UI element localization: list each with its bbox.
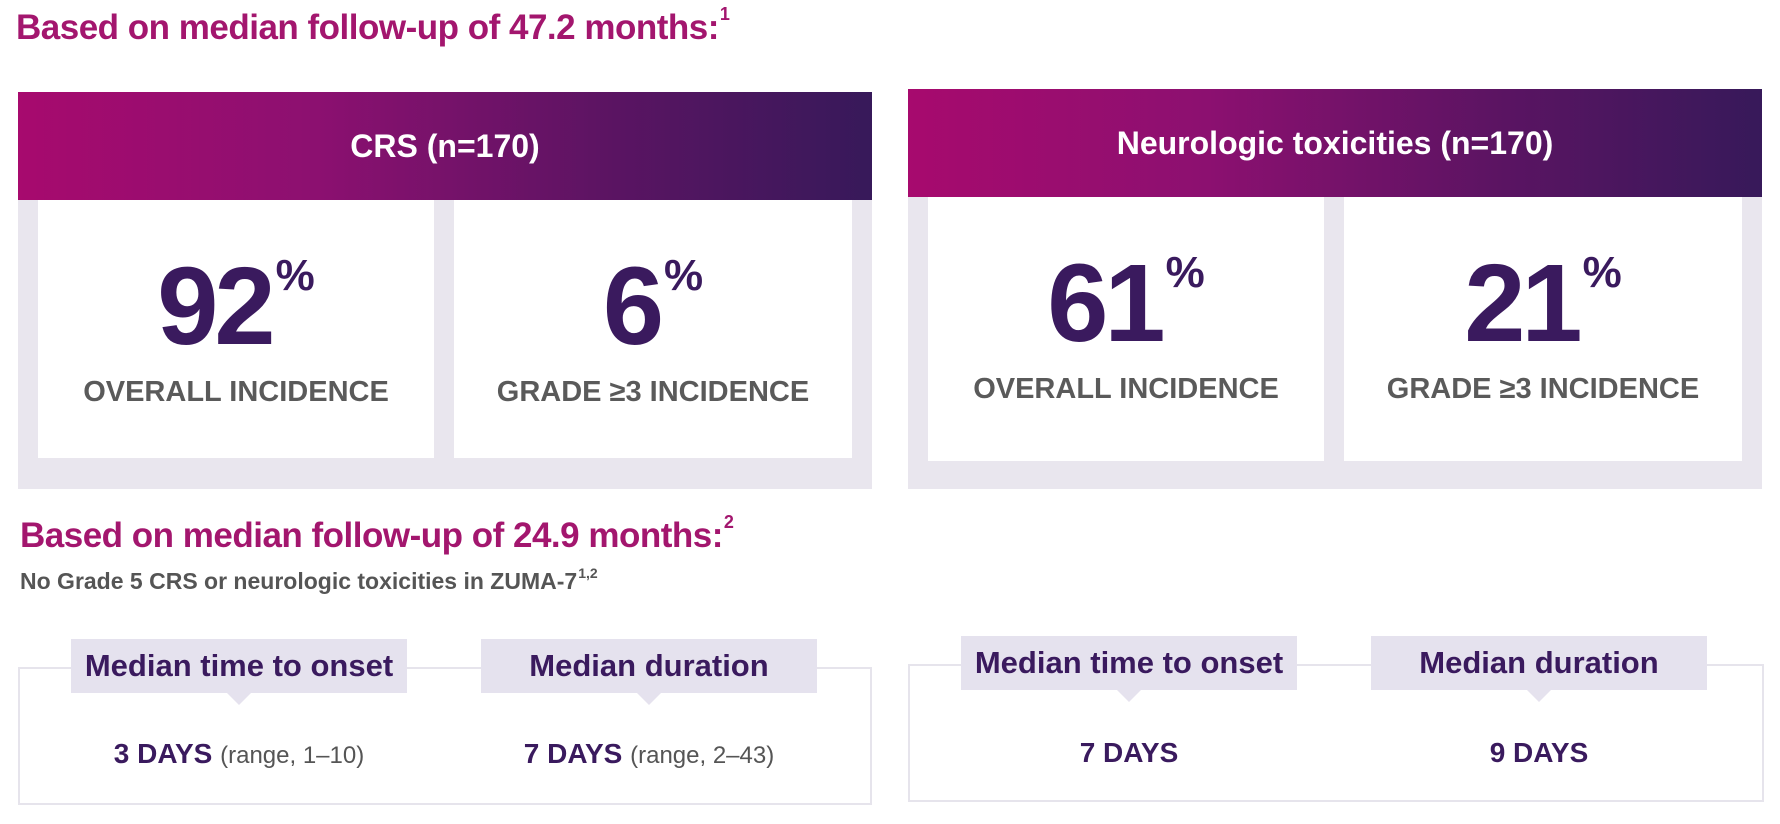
neuro-grade3-label: GRADE ≥3 INCIDENCE [1386,373,1700,405]
footnote-ref: 2 [723,512,734,532]
neuro-onset-tab: Median time to onset [961,636,1297,690]
follow-up-heading-47: Based on median follow-up of 47.2 months… [16,4,730,48]
crs-duration-range: (range, 2–43) [630,742,775,769]
footnote-ref: 1,2 [578,565,598,581]
neuro-duration-value: 9 DAYS [1489,737,1589,768]
neuro-onset-pointer [1117,690,1141,702]
crs-overall-value: 92% [157,245,315,368]
crs-grade3-card: 6% GRADE ≥3 INCIDENCE [454,200,852,458]
note-text: No Grade 5 CRS or neurologic toxicities … [20,568,578,594]
neuro-overall-card: 61% OVERALL INCIDENCE [928,197,1324,461]
neuro-panel-header: Neurologic toxicities (n=170) [908,89,1762,197]
percent-sign: % [275,251,315,300]
crs-panel-header: CRS (n=170) [18,92,872,200]
neuro-onset-value: 7 DAYS [1079,737,1179,768]
heading-text: Based on median follow-up of 24.9 months… [20,516,723,555]
neuro-duration-tab: Median duration [1371,636,1707,690]
crs-grade3-label: GRADE ≥3 INCIDENCE [496,376,810,408]
crs-duration-value: 7 DAYS (range, 2–43) [523,738,775,769]
crs-onset-pointer [227,693,251,705]
neuro-overall-value: 61% [1047,242,1205,365]
crs-onset-tab: Median time to onset [71,639,407,693]
follow-up-heading-24: Based on median follow-up of 24.9 months… [20,512,734,556]
grade5-note: No Grade 5 CRS or neurologic toxicities … [20,565,598,595]
neuro-duration-pointer [1527,690,1551,702]
neuro-panel: Neurologic toxicities (n=170) 61% OVERAL… [908,89,1762,489]
neuro-grade3-value: 21% [1464,242,1622,365]
heading-text: Based on median follow-up of 47.2 months… [16,8,719,47]
crs-duration-tab: Median duration [481,639,817,693]
crs-duration-pointer [637,693,661,705]
percent-sign: % [664,251,704,300]
footnote-ref: 1 [719,4,730,24]
crs-overall-label: OVERALL INCIDENCE [83,376,389,408]
crs-onset-range: (range, 1–10) [220,742,365,769]
percent-sign: % [1582,248,1622,297]
crs-onset-value: 3 DAYS (range, 1–10) [113,738,365,769]
percent-sign: % [1165,248,1205,297]
crs-overall-card: 92% OVERALL INCIDENCE [38,200,434,458]
neuro-grade3-card: 21% GRADE ≥3 INCIDENCE [1344,197,1742,461]
crs-panel: CRS (n=170) 92% OVERALL INCIDENCE 6% GRA… [18,92,872,489]
crs-grade3-value: 6% [602,245,704,368]
neuro-overall-label: OVERALL INCIDENCE [973,373,1279,405]
